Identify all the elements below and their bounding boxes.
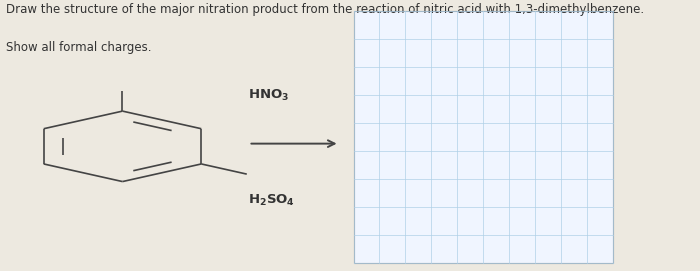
Text: Draw the structure of the major nitration product from the reaction of nitric ac: Draw the structure of the major nitratio… — [6, 3, 644, 16]
Bar — [354, 11, 612, 263]
Text: Show all formal charges.: Show all formal charges. — [6, 41, 151, 54]
Text: $\mathbf{H_2SO_4}$: $\mathbf{H_2SO_4}$ — [248, 192, 295, 208]
Text: $\mathbf{HNO_3}$: $\mathbf{HNO_3}$ — [248, 88, 290, 103]
